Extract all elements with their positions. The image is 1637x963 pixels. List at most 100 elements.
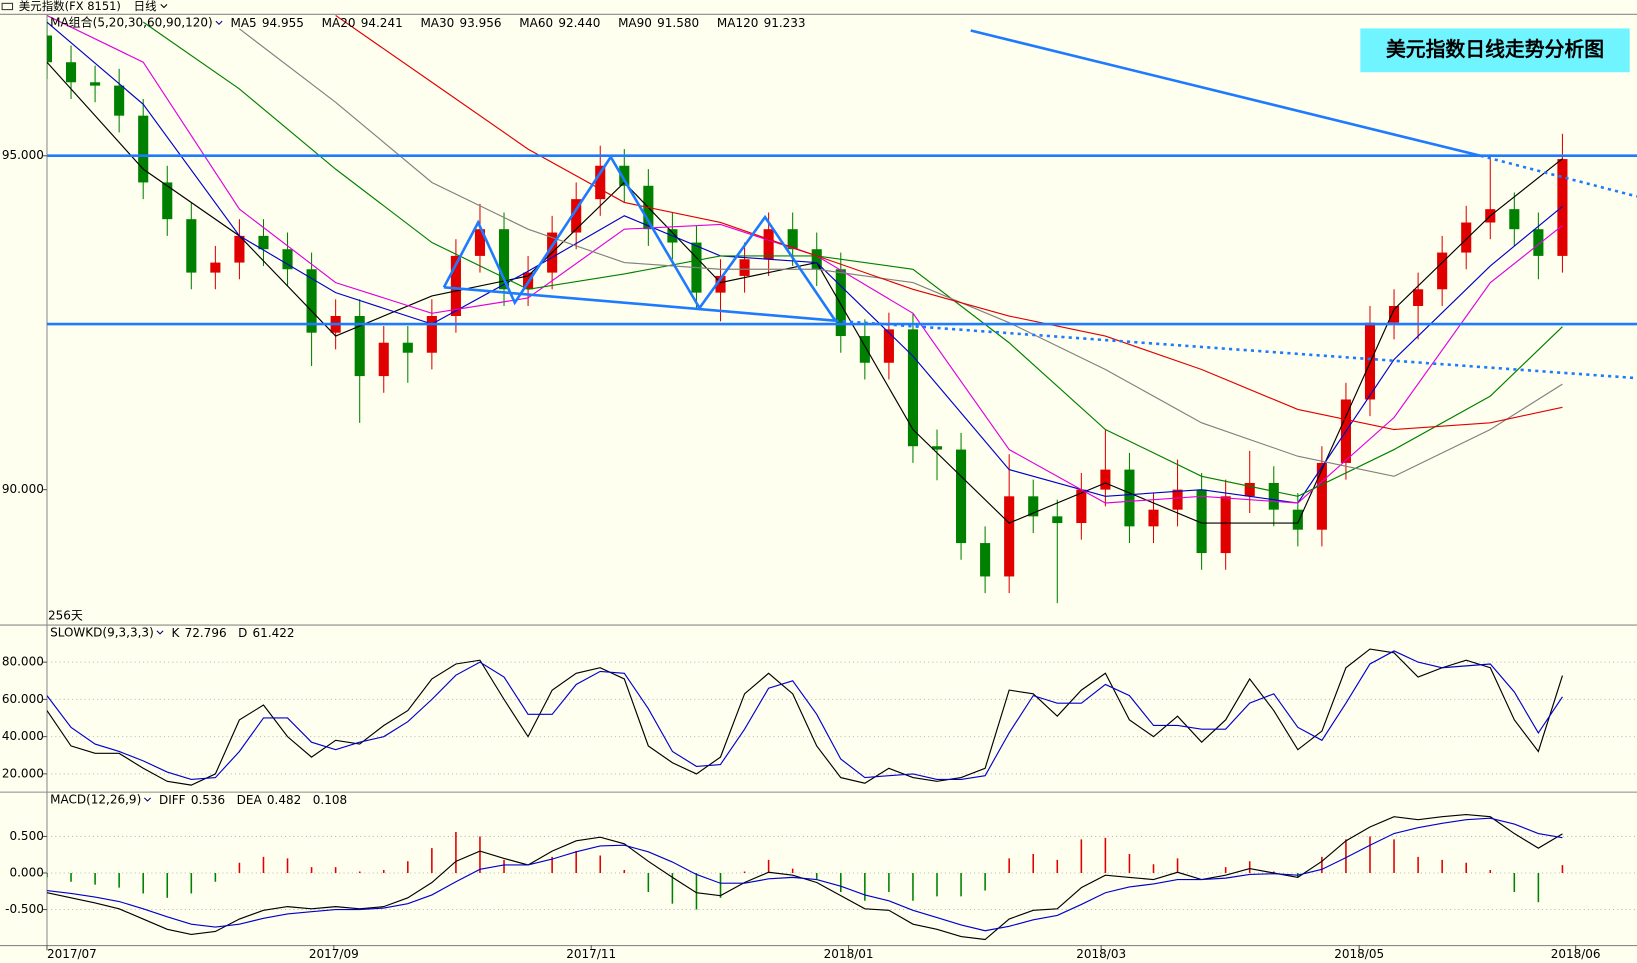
legend-name: MA120 [717,16,758,30]
candle-body [186,219,197,273]
legend-chevron [156,630,164,635]
legend-title: MACD(12,26,9) [50,792,141,806]
candle-body [1172,489,1183,510]
candle-body [1437,252,1448,290]
trend-line [1480,154,1637,198]
candle-body [1244,482,1255,497]
y-tick-label: 95.000 [2,148,44,162]
candle-body [787,229,798,250]
candle-body [1076,489,1087,524]
legend-value: 93.956 [460,16,502,30]
candle-body [739,259,750,276]
x-tick-label: 2017/11 [566,947,616,961]
legend-entry: MA90 91.580 [618,16,699,30]
candle-body [1124,469,1135,527]
trend-line [835,319,1637,380]
legend-entry: DIFF 0.536 [159,792,225,806]
y-tick-label: 60.000 [2,692,44,706]
x-tick-label: 2018/03 [1076,947,1126,961]
period-chevron[interactable] [160,4,168,9]
candle-body [1196,489,1207,554]
legend-name: K [172,625,181,639]
legend-title: MA组合(5,20,30,60,90,120) [50,15,213,30]
series-line [46,648,1564,786]
legend-value: 94.241 [361,16,403,30]
candle-body [859,336,870,363]
legend-name: MA5 [230,16,256,30]
legend-title: SLOWKD(9,3,3,3) [50,625,154,639]
legend-entry: K 72.796 [172,625,227,639]
candle-body [571,199,582,233]
toolbar-symbol[interactable]: 美元指数(FX 8151) [19,0,121,13]
candle-body [1364,322,1376,400]
legend-value: 92.440 [558,16,600,30]
legend-value: 0.108 [313,792,347,806]
candle-body [306,269,317,333]
candle-body [1509,209,1520,230]
candle-body [162,182,173,220]
title-box [1360,28,1630,73]
candle-body [65,62,77,83]
series-line [142,21,1563,497]
candle-body [1533,229,1544,256]
candle-body [1148,509,1159,527]
candle-body [426,316,437,353]
legend-value: 94.955 [262,16,304,30]
candle-body [1028,496,1039,517]
candle-body [1316,462,1327,530]
legend-entry: MA60 92.440 [519,16,600,30]
candle-body [595,165,606,200]
candle-body [90,82,101,86]
legend-name: D [238,625,247,639]
candle-body [258,235,269,250]
panel [46,813,1637,941]
y-tick-label: 0.000 [9,865,43,879]
legend-value: 0.482 [267,792,301,806]
candle-body [1100,469,1111,490]
candle-body [619,165,630,186]
candle-body [354,316,365,377]
legend-value: 72.796 [185,625,227,639]
candle-body [1004,496,1015,577]
toolbar-period[interactable]: 日线 [134,0,157,13]
legend-value: 61.422 [253,625,295,639]
series-line [239,28,1563,477]
y-tick-label: 90.000 [2,482,44,496]
candle-body [402,342,413,353]
x-tick-label: 2018/05 [1334,947,1384,961]
legend-entry: DEA 0.482 [237,792,302,806]
legend-name: MA60 [519,16,553,30]
candle-body [450,255,461,317]
series-line [46,817,1563,932]
legend-name: DEA [237,792,263,806]
candle-body [1292,509,1303,530]
candle-body [1461,222,1472,253]
candle-body [1268,482,1279,510]
legend-chevron [144,797,152,802]
y-tick-label: 20.000 [2,766,44,780]
x-tick-label: 2017/07 [47,947,97,961]
panel [46,648,1637,786]
candle-body [811,249,822,270]
x-tick-label: 2017/09 [309,947,359,961]
candle-body [1557,159,1568,256]
legend-entry: MA120 91.233 [717,16,806,30]
toolbar-icon[interactable] [1,2,14,11]
candle-body [210,262,221,273]
legend-chevron [215,20,223,25]
y-tick-label: -0.500 [5,902,44,916]
series-line [46,650,1563,781]
candle-body [282,249,293,270]
legend-entry: MA5 94.955 [230,16,303,30]
y-tick-label: 0.500 [9,829,43,843]
candle-body [1388,305,1400,323]
legend-name: MA20 [322,16,356,30]
candle-body [763,229,774,260]
title-text: 美元指数日线走势分析图 [1386,38,1604,61]
legend-name: MA90 [618,16,652,30]
candle-body [956,449,967,544]
panel [46,14,1637,604]
trend-line [970,29,1481,158]
